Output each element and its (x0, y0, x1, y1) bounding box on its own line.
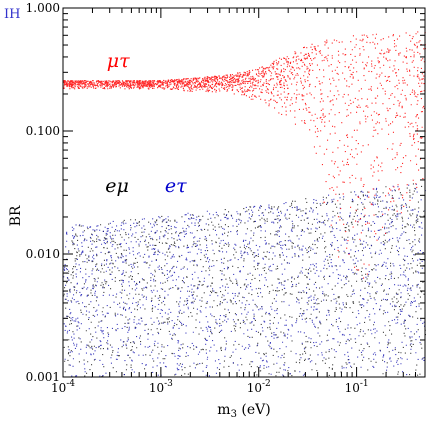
series-1-dots (63, 183, 426, 378)
y-tick-label: 0.010 (26, 247, 60, 261)
y-tick-label: 1.000 (26, 1, 60, 15)
x-tick-label: 10-4 (51, 379, 75, 395)
annotation-label-2: eτ (165, 175, 187, 197)
corner-label: IH (4, 7, 20, 22)
axis-tick-labels: 10-4 10-3 10-2 10-1 0.001 0.010 0.100 1.000 (26, 1, 369, 395)
series-1-points (63, 183, 426, 378)
scatter-points-layer (63, 31, 426, 378)
x-axis-title-unit: (eV) (237, 402, 271, 418)
x-axis-title-subscript: 3 (231, 409, 237, 420)
x-tick-label: 10-1 (345, 379, 369, 395)
annotation-label-1: eμ (105, 175, 129, 197)
axis-ticks (62, 7, 426, 378)
series-2-points (63, 183, 426, 378)
x-tick-label: 10-3 (149, 379, 173, 395)
x-axis-title: m3 (eV) (217, 402, 270, 420)
x-axis-title-main: m (217, 402, 230, 418)
x-tick-label: 10-2 (247, 379, 271, 395)
series-annotations: μτ eμ eτ (105, 50, 187, 197)
y-tick-label: 0.001 (26, 370, 60, 384)
series-2-dots (63, 183, 426, 378)
y-axis-title: BR (8, 205, 24, 226)
annotation-label-0: μτ (107, 50, 130, 72)
y-tick-label: 0.100 (26, 124, 60, 138)
